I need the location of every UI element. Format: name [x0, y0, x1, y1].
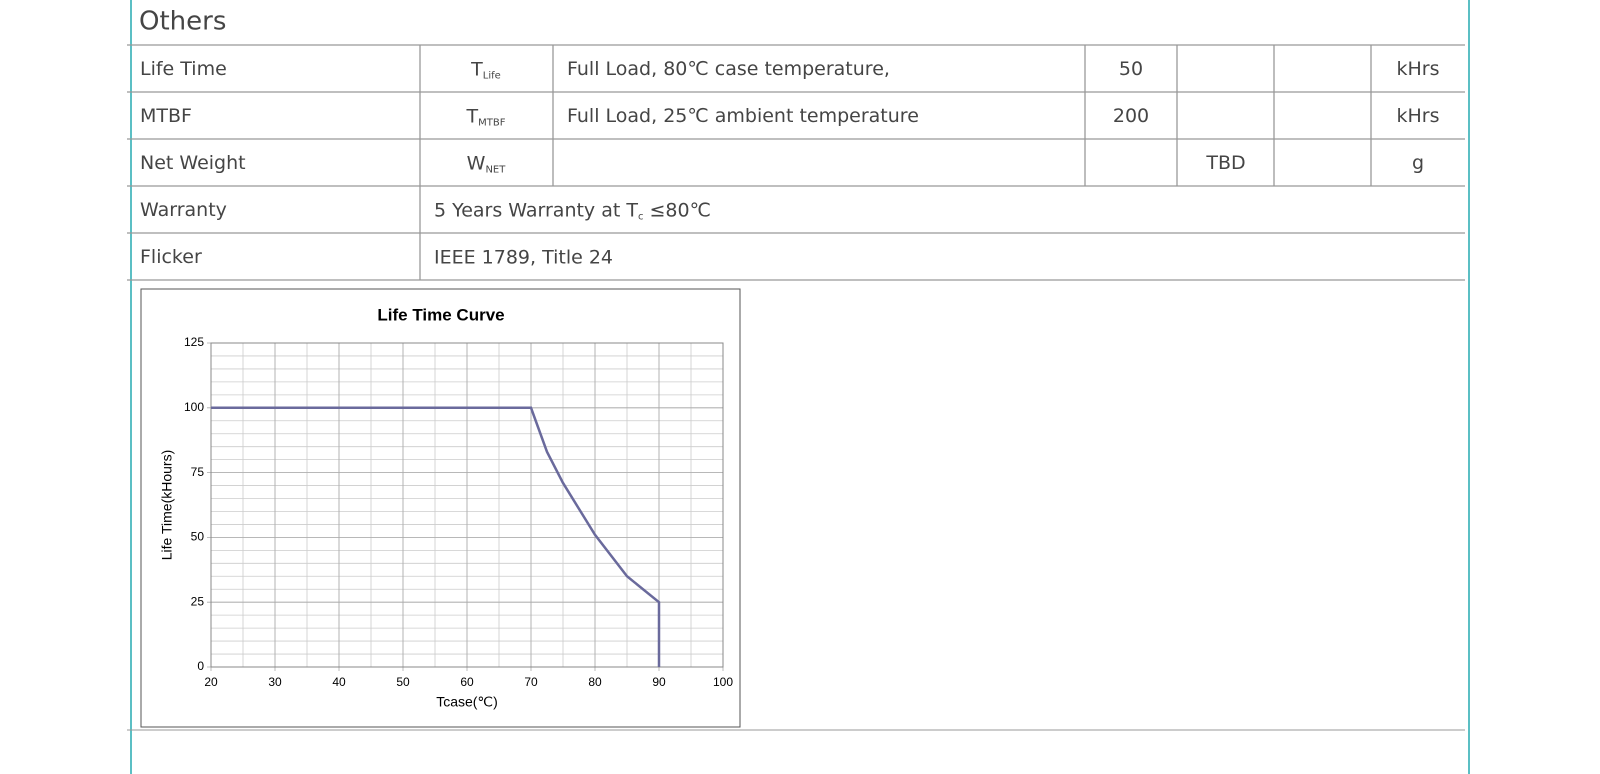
y-tick-label: 125 [184, 335, 204, 349]
condition: Full Load, 25℃ ambient temperature [567, 105, 919, 127]
unit: g [1412, 152, 1424, 174]
x-tick-label: 40 [332, 675, 346, 689]
symbol-main: T [466, 105, 479, 127]
parameter: Flicker [140, 246, 202, 268]
parameter: Warranty [140, 199, 227, 221]
parameter: Life Time [140, 58, 227, 80]
y-tick-label: 25 [191, 594, 205, 608]
y-tick-label: 0 [197, 659, 204, 673]
symbol: TMTBF [466, 105, 506, 129]
parameter: MTBF [140, 105, 192, 127]
y-tick-label: 100 [184, 400, 204, 414]
min: 200 [1113, 105, 1149, 127]
x-tick-label: 70 [524, 675, 538, 689]
parameter: Net Weight [140, 152, 246, 174]
symbol: WNET [467, 152, 507, 176]
symbol-sub: NET [485, 165, 506, 176]
condition: Full Load, 80℃ case temperature, [567, 58, 890, 80]
note: IEEE 1789, Title 24 [434, 246, 613, 268]
unit: kHrs [1396, 105, 1439, 127]
y-tick-label: 75 [191, 465, 205, 479]
typ: TBD [1205, 152, 1245, 174]
x-axis-label: Tcase(℃) [436, 694, 498, 710]
chart-title: Life Time Curve [377, 305, 504, 324]
note-sub: c [638, 212, 644, 223]
note-main: IEEE 1789, Title 24 [434, 246, 613, 268]
x-tick-label: 20 [204, 675, 218, 689]
plot-frame [210, 342, 724, 668]
x-tick-label: 80 [588, 675, 602, 689]
unit: kHrs [1396, 58, 1439, 80]
symbol-sub: MTBF [478, 118, 506, 129]
note: 5 Years Warranty at Tc ≤80℃ [434, 199, 711, 223]
section-title: Others [139, 7, 226, 37]
x-tick-label: 50 [396, 675, 410, 689]
min: 50 [1119, 58, 1143, 80]
y-axis-label: Life Time(kHours) [159, 450, 175, 560]
symbol: TLife [470, 58, 501, 82]
chart-frame [140, 288, 741, 728]
data-line [211, 406, 661, 667]
y-tick-label: 50 [191, 530, 205, 544]
note-post: ≤80℃ [643, 199, 710, 221]
x-tick-label: 100 [713, 675, 733, 689]
symbol-sub: Life [483, 71, 501, 82]
x-tick-label: 30 [268, 675, 282, 689]
note-main: 5 Years Warranty at T [434, 199, 638, 221]
symbol-main: W [467, 152, 486, 174]
x-tick-label: 60 [460, 675, 474, 689]
x-tick-label: 90 [652, 675, 666, 689]
symbol-main: T [470, 58, 483, 80]
